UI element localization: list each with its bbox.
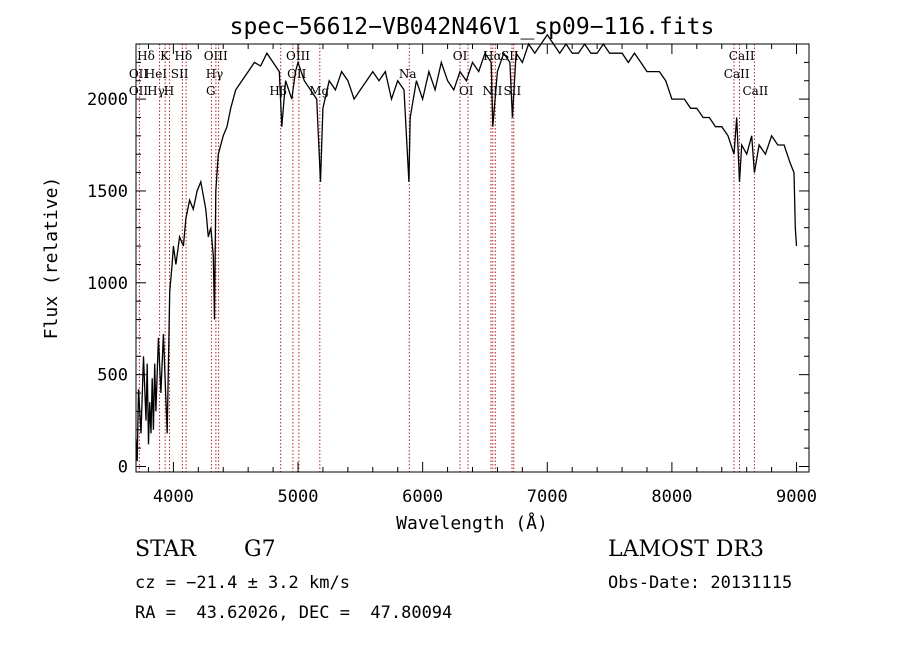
line-label: OII	[129, 84, 149, 98]
y-tick-label: 1500	[87, 182, 128, 202]
x-axis-label: Wavelength (Å)	[396, 512, 548, 534]
coordinates: RA = 43.62026, DEC = 47.80094	[135, 603, 453, 623]
line-label: H	[164, 84, 174, 98]
line-label: CaII	[724, 67, 750, 81]
plot-frame	[135, 43, 810, 473]
redshift-velocity: cz = −21.4 ± 3.2 km/s	[135, 573, 350, 593]
line-label: OI	[453, 49, 468, 63]
line-label: SII	[501, 49, 519, 63]
x-tick-label: 8000	[651, 487, 692, 507]
observation-date: Obs-Date: 20131115	[608, 573, 793, 593]
survey-name: LAMOST DR3	[608, 537, 764, 562]
object-subclass: G7	[244, 537, 276, 562]
line-label: G	[206, 84, 216, 98]
line-label: HeI	[145, 67, 168, 81]
line-label: Hα	[483, 49, 502, 63]
line-label: Hδ	[137, 49, 155, 63]
line-label: SII	[504, 84, 522, 98]
line-label: CaII	[729, 49, 755, 63]
y-tick-label: 2000	[87, 90, 128, 110]
y-axis-label: Flux (relative)	[41, 177, 62, 340]
y-tick-label: 0	[118, 457, 128, 477]
line-label: Hγ	[147, 84, 165, 98]
y-tick-label: 1000	[87, 274, 128, 294]
line-label: CaII	[742, 84, 768, 98]
y-axis-ticks: 0 500 1000 1500 2000	[87, 61, 809, 477]
x-tick-label: 9000	[776, 487, 817, 507]
line-label: K	[160, 49, 170, 63]
line-label: Hβ	[269, 84, 286, 98]
chart-title: spec−56612−VB042N46V1_sp09−116.fits	[230, 14, 715, 40]
x-axis-ticks: 4000 5000 6000 7000 8000 9000	[147, 44, 817, 507]
spectral-line-markers	[138, 44, 755, 472]
line-label: NII	[482, 84, 502, 98]
object-class: STAR	[135, 537, 196, 562]
line-label: OII	[287, 67, 307, 81]
line-label: Hδ	[175, 49, 193, 63]
x-tick-label: 5000	[278, 487, 319, 507]
line-label: OII	[129, 67, 149, 81]
line-label: OI	[459, 84, 474, 98]
line-label: SII	[171, 67, 189, 81]
line-label: OIII	[286, 49, 310, 63]
line-label: OIII	[204, 49, 228, 63]
x-tick-label: 4000	[153, 487, 194, 507]
x-tick-label: 6000	[402, 487, 443, 507]
line-label: Hγ	[206, 67, 224, 81]
spectrum-series	[135, 33, 798, 462]
line-label: Na	[399, 67, 417, 81]
y-tick-label: 500	[97, 366, 128, 386]
x-tick-label: 7000	[527, 487, 568, 507]
